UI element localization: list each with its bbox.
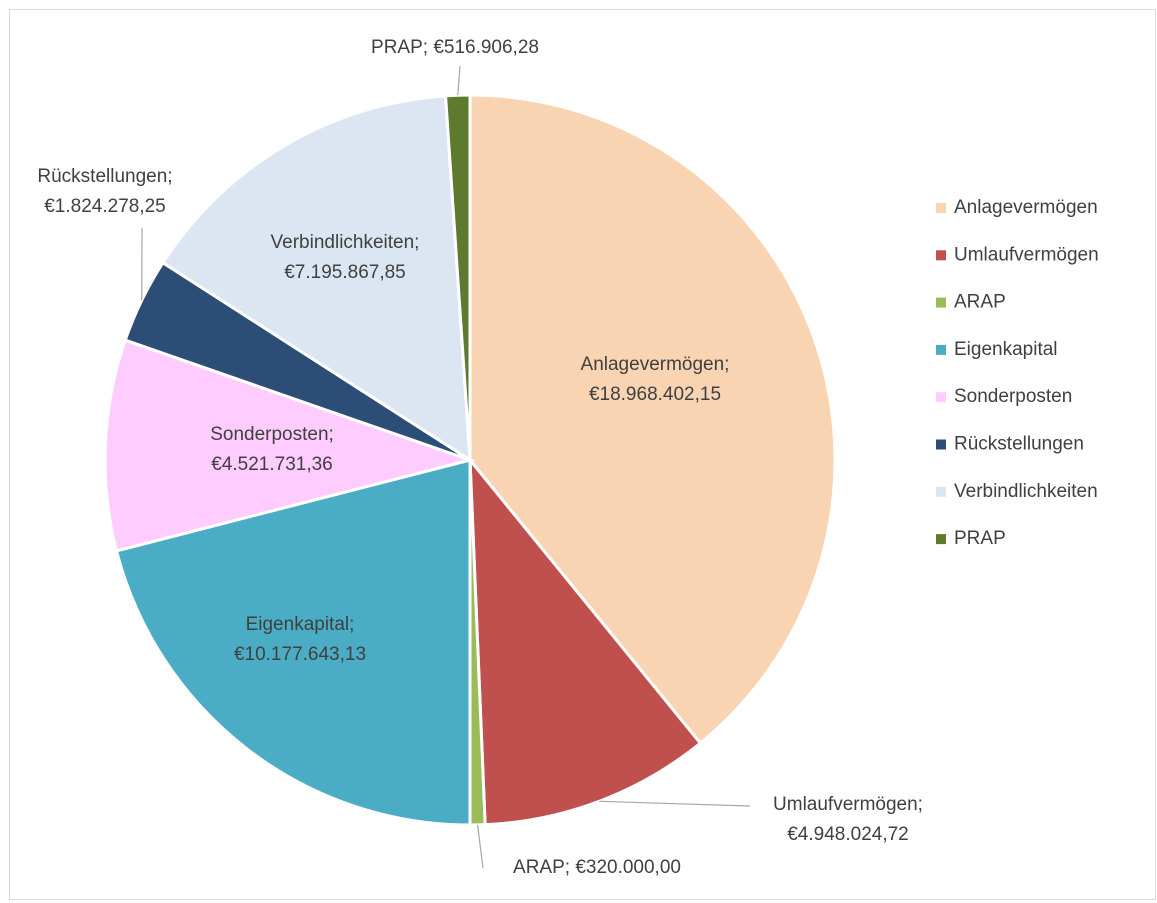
leader-line xyxy=(457,65,461,96)
legend-label: Verbindlichkeiten xyxy=(954,481,1098,502)
data-label: Anlagevermögen; €18.968.402,15 xyxy=(581,354,730,405)
legend-label: Anlagevermögen xyxy=(954,197,1098,218)
legend-swatch xyxy=(936,392,946,403)
data-label: PRAP; €516.906,28 xyxy=(371,37,539,58)
legend-swatch xyxy=(936,297,946,308)
legend-swatch xyxy=(936,203,946,213)
legend-swatch xyxy=(936,344,946,355)
leader-line xyxy=(599,800,751,807)
legend-swatch xyxy=(936,250,946,261)
legend-swatch xyxy=(936,486,946,497)
pie-slice xyxy=(103,338,476,553)
data-label: Rückstellungen; €1.824.278,25 xyxy=(37,166,172,217)
data-label: ARAP; €320.000,00 xyxy=(513,857,681,878)
data-label: Sonderposten; €4.521.731,36 xyxy=(210,424,334,475)
legend-label: PRAP xyxy=(954,528,1006,549)
legend-swatch xyxy=(936,439,946,450)
pie-slice xyxy=(468,455,703,827)
leader-line xyxy=(476,824,484,869)
data-label: Eigenkapital; €10.177.643,13 xyxy=(234,614,366,665)
legend-label: Umlaufvermögen xyxy=(954,244,1099,265)
pie-slice xyxy=(160,94,472,463)
legend-label: Eigenkapital xyxy=(954,339,1058,360)
pie-slice xyxy=(114,458,472,827)
pie-slice xyxy=(443,93,472,461)
legend-swatch xyxy=(936,534,946,545)
legend-label: Rückstellungen xyxy=(954,434,1084,455)
data-label: Verbindlichkeiten; €7.195.867,85 xyxy=(271,232,420,283)
pie-slice xyxy=(468,93,837,746)
legend-label: Sonderposten xyxy=(954,386,1072,407)
legend-label: ARAP xyxy=(954,292,1006,313)
data-label: Umlaufvermögen; €4.948.024,72 xyxy=(773,794,923,845)
